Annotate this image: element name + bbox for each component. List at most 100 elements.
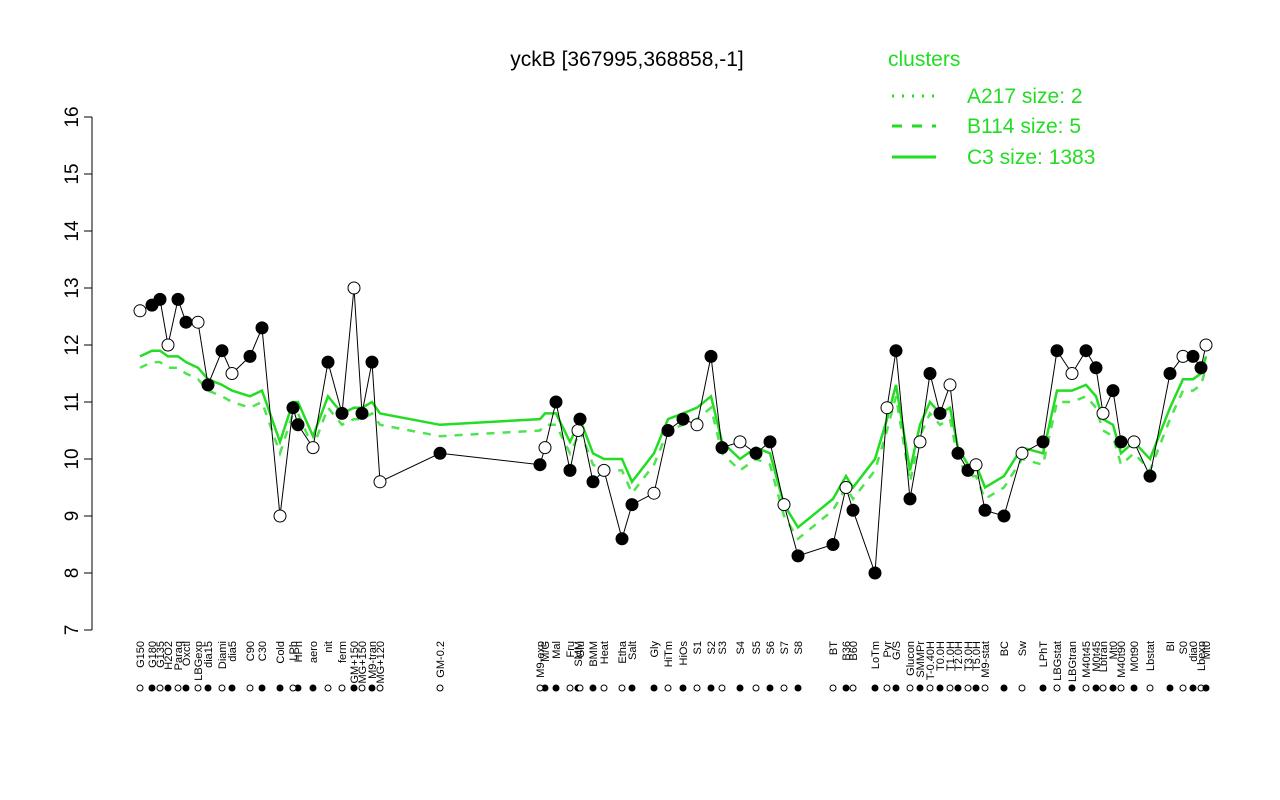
data-point <box>1143 469 1157 483</box>
x-tick-label: S4 <box>735 641 747 654</box>
data-point <box>704 349 718 363</box>
data-point <box>433 446 447 460</box>
data-point <box>1096 406 1110 420</box>
data-point <box>826 538 840 551</box>
cluster-c3-line <box>139 349 1208 530</box>
x-tick-label: B60 <box>848 641 860 661</box>
x-tick-label: BC <box>999 641 1011 656</box>
data-point <box>913 435 927 449</box>
x-tick-label: M40t45 <box>1081 641 1093 678</box>
x-tick-label: S7 <box>779 641 791 654</box>
x-tick-label: LoTm <box>870 641 882 669</box>
x-tick-label: Lbstat <box>1145 641 1157 671</box>
x-tick-label: dia15 <box>203 641 215 668</box>
data-point <box>1199 338 1213 352</box>
x-tick-label: Mt0 <box>1108 641 1120 659</box>
x-tick-label: Gly <box>649 641 661 658</box>
data-point <box>573 412 587 426</box>
data-point <box>733 435 747 449</box>
x-axis-rug <box>136 684 1210 692</box>
x-tick-label: GM-0.2 <box>435 641 447 678</box>
x-tick-label: C90 <box>245 641 257 661</box>
x-tick-label: Etha <box>617 640 629 664</box>
x-tick-label: ferm <box>337 641 349 663</box>
data-point <box>153 292 167 306</box>
x-tick-label: T1.0H <box>945 641 957 671</box>
data-point <box>868 566 882 580</box>
data-point <box>225 367 239 380</box>
data-point <box>1079 344 1093 358</box>
x-tick-label: Lbtran <box>1098 641 1110 672</box>
x-tick-label: T-0.40H <box>925 641 937 680</box>
data-point <box>586 475 600 489</box>
x-tick-label: dia5 <box>227 641 239 662</box>
data-point <box>951 446 965 460</box>
data-point <box>255 321 269 335</box>
x-tick-label: M/G <box>540 641 552 662</box>
data-point <box>597 463 611 477</box>
x-tick-label: M9-tran <box>367 641 379 679</box>
y-tick-label: 7 <box>62 625 83 636</box>
x-tick-label: aero <box>308 641 320 663</box>
data-point <box>647 486 661 500</box>
y-tick-label: 8 <box>62 568 83 579</box>
data-point <box>571 424 585 437</box>
legend-entry-c3: C3 size: 1383 <box>967 146 1095 169</box>
data-point <box>355 406 369 420</box>
data-point <box>763 435 777 449</box>
x-tick-label: S2 <box>706 641 718 654</box>
data-point <box>1106 384 1120 398</box>
plot-area <box>133 281 1213 580</box>
data-point <box>1065 367 1079 380</box>
data-point <box>1036 435 1050 449</box>
x-tick-label: C30 <box>257 641 269 661</box>
y-tick-label: 9 <box>62 511 83 522</box>
chart-title: yckB [367995,368858,-1] <box>510 48 744 71</box>
y-tick-label: 11 <box>62 392 83 412</box>
x-tick-label: dia0 <box>1188 641 1200 662</box>
x-tick-label: G150 <box>135 641 147 668</box>
x-tick-label: HiTm <box>663 641 675 667</box>
x-tick-label: S1 <box>692 641 704 654</box>
x-tick-label: Paraq <box>173 641 185 670</box>
x-tick-label: Oxctl <box>181 641 193 666</box>
cluster-b114-line <box>139 360 1208 541</box>
data-point <box>1163 367 1177 380</box>
y-tick-label: 14 <box>62 220 83 242</box>
x-tick-label: LPh <box>288 641 300 661</box>
x-tick-label: LBGstat <box>1052 641 1064 681</box>
data-point <box>563 463 577 477</box>
x-tick-label: BI <box>1165 641 1177 651</box>
x-tick-label: Pyr <box>882 641 894 658</box>
x-tick-label: M0t45 <box>1091 641 1103 672</box>
data-point <box>201 378 215 392</box>
x-tick-label: nit <box>323 641 335 653</box>
data-point <box>191 315 205 329</box>
x-tick-label: Lbexp <box>1196 641 1208 671</box>
x-tick-label: HiOs <box>678 641 690 666</box>
x-tick-label: LPhT <box>1038 641 1050 668</box>
data-point <box>335 406 349 420</box>
x-tick-label: M9-stat <box>980 641 992 678</box>
data-point <box>1114 435 1128 449</box>
data-point <box>1015 446 1029 460</box>
data-point <box>306 441 320 455</box>
x-tick-label: M0t90 <box>1129 641 1141 672</box>
data-point <box>997 509 1011 523</box>
x-tick-label: BT <box>828 641 840 655</box>
y-tick-label: 15 <box>62 163 83 184</box>
x-tick-label: HPh <box>293 641 305 662</box>
x-tick-label: Sw <box>1017 641 1029 656</box>
x-tick-label: S0 <box>1178 641 1190 654</box>
x-tick-label: T3.0H <box>963 641 975 671</box>
x-tick-label: G/S <box>891 641 903 660</box>
data-point <box>179 315 193 329</box>
data-point <box>161 338 175 352</box>
x-tick-label: Diami <box>217 641 229 669</box>
x-tick-label: H2O2 <box>163 641 175 670</box>
x-tick-label: G135 <box>155 641 167 668</box>
data-point <box>676 412 690 426</box>
data-point <box>749 446 763 460</box>
